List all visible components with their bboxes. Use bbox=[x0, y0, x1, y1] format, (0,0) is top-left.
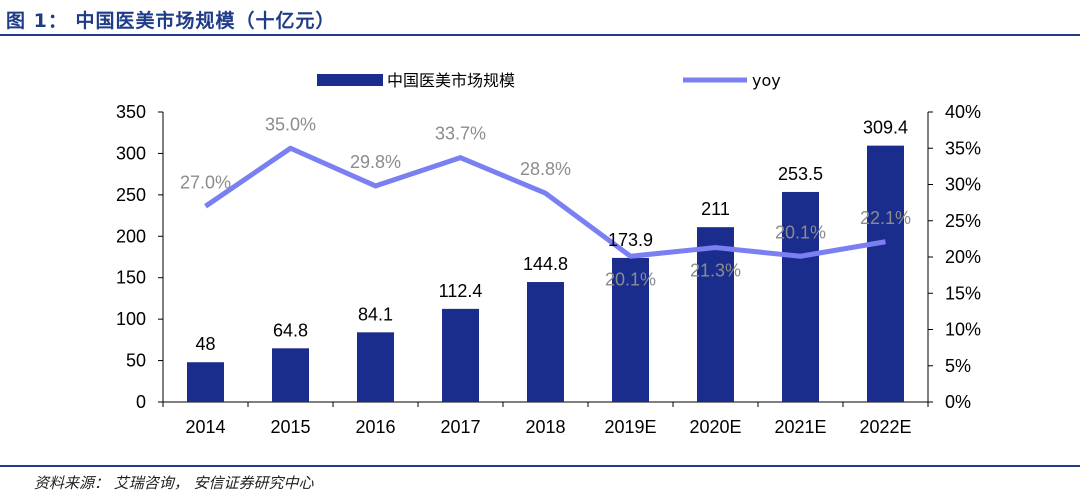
left-tick-label: 150 bbox=[116, 268, 146, 288]
yoy-line-group bbox=[204, 145, 886, 259]
left-tick-label: 350 bbox=[116, 102, 146, 122]
bar bbox=[782, 191, 819, 402]
chart: 中国医美市场规模 yoy 0 50 100 150 200 250 300 350 0% 5% 10… bbox=[116, 71, 981, 437]
yoy-value-label: 20.1% bbox=[605, 269, 656, 289]
x-tick-label: 2016 bbox=[355, 417, 395, 437]
right-tick-label: 5% bbox=[945, 356, 971, 376]
yoy-value-label: 21.3% bbox=[690, 261, 741, 281]
right-tick-label: 40% bbox=[945, 102, 981, 122]
right-tick-label: 10% bbox=[945, 320, 981, 340]
left-tick-label: 250 bbox=[116, 185, 146, 205]
bar bbox=[527, 282, 564, 402]
bar-value-label: 173.9 bbox=[608, 230, 653, 250]
right-tick-label: 15% bbox=[945, 283, 981, 303]
bar bbox=[187, 362, 224, 402]
right-tick-label: 35% bbox=[945, 138, 981, 158]
bar-value-label: 309.4 bbox=[863, 118, 908, 138]
bar bbox=[867, 145, 904, 402]
bar-value-label: 211 bbox=[701, 199, 730, 219]
bar bbox=[357, 332, 394, 402]
left-tick-label: 200 bbox=[116, 226, 146, 246]
legend: 中国医美市场规模 yoy bbox=[317, 71, 781, 90]
figure-title: 图 1： 中国医美市场规模（十亿元） bbox=[6, 10, 336, 32]
right-tick-label: 20% bbox=[945, 247, 981, 267]
bar-value-label: 48 bbox=[195, 334, 215, 354]
x-tick-label: 2015 bbox=[270, 417, 310, 437]
x-tick-label: 2021E bbox=[774, 417, 826, 437]
bar bbox=[697, 227, 734, 402]
legend-swatch-bar bbox=[317, 74, 383, 86]
top-divider bbox=[0, 34, 1080, 36]
yoy-value-label: 27.0% bbox=[180, 172, 231, 192]
yoy-line bbox=[204, 145, 886, 259]
left-tick-label: 50 bbox=[126, 351, 146, 371]
yoy-value-label: 22.1% bbox=[860, 208, 911, 228]
left-tick-label: 300 bbox=[116, 143, 146, 163]
bottom-divider bbox=[0, 465, 1080, 467]
bar bbox=[272, 348, 309, 402]
bars bbox=[187, 145, 904, 402]
left-tick-label: 100 bbox=[116, 309, 146, 329]
legend-label-bar: 中国医美市场规模 bbox=[387, 71, 515, 90]
left-tick-label: 0 bbox=[136, 392, 146, 412]
yoy-value-label: 20.1% bbox=[775, 222, 826, 242]
x-tick-label: 2022E bbox=[859, 417, 911, 437]
right-tick-label: 0% bbox=[945, 392, 971, 412]
bar bbox=[612, 257, 649, 402]
yoy-value-label: 28.8% bbox=[520, 159, 571, 179]
legend-label-line: yoy bbox=[752, 71, 781, 90]
data-labels: 48 64.8 84.1 112.4 144.8 173.9 211 253.5 309.4 27… bbox=[180, 114, 911, 354]
right-tick-label: 30% bbox=[945, 175, 981, 195]
bar-value-label: 64.8 bbox=[273, 320, 308, 340]
right-tick-label: 25% bbox=[945, 211, 981, 231]
bar-value-label: 144.8 bbox=[523, 254, 568, 274]
yoy-value-label: 35.0% bbox=[265, 114, 316, 134]
source-note: 资料来源： 艾瑞咨询， 安信证券研究中心 bbox=[34, 474, 314, 492]
yoy-value-label: 33.7% bbox=[435, 124, 486, 144]
x-tick-label: 2017 bbox=[440, 417, 480, 437]
x-tick-label: 2019E bbox=[604, 417, 656, 437]
bar-value-label: 84.1 bbox=[358, 304, 393, 324]
bar-value-label: 253.5 bbox=[778, 164, 823, 184]
bar bbox=[442, 308, 479, 402]
yoy-value-label: 29.8% bbox=[350, 152, 401, 172]
x-tick-label: 2020E bbox=[689, 417, 741, 437]
x-tick-label: 2018 bbox=[525, 417, 565, 437]
x-tick-label: 2014 bbox=[185, 417, 225, 437]
bar-value-label: 112.4 bbox=[439, 281, 483, 301]
